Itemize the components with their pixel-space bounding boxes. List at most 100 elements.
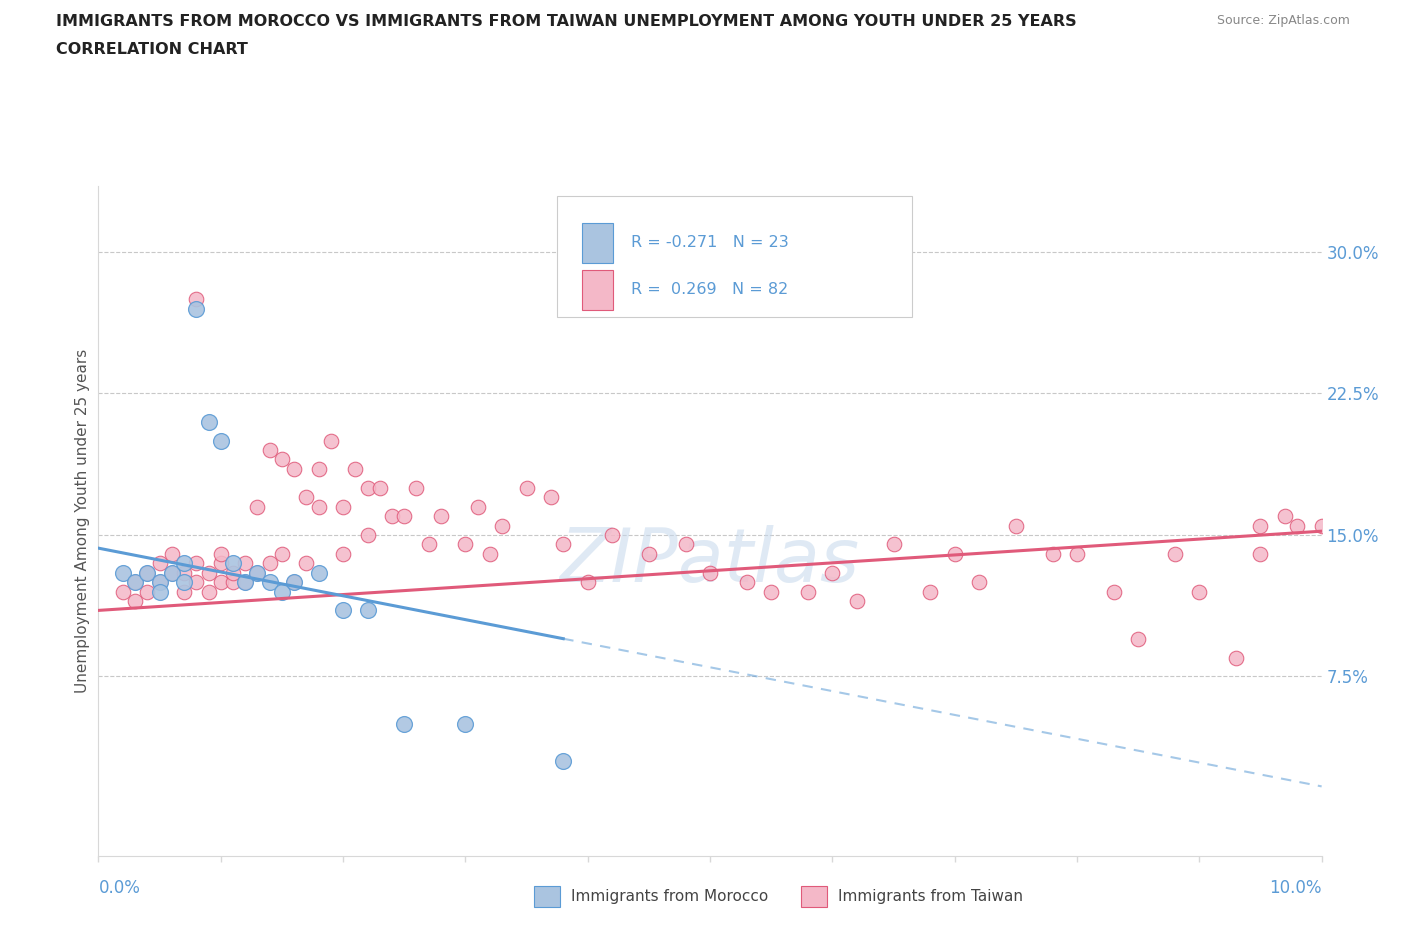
Point <box>1066 546 1088 561</box>
Point <box>160 546 183 561</box>
Point <box>186 292 208 307</box>
FancyBboxPatch shape <box>582 223 613 263</box>
Point <box>392 509 416 524</box>
Point <box>858 292 880 307</box>
Point <box>356 481 378 496</box>
Point <box>478 546 501 561</box>
Point <box>149 575 172 590</box>
Point <box>124 575 146 590</box>
Text: R = -0.271   N = 23: R = -0.271 N = 23 <box>630 235 789 250</box>
Point <box>883 537 905 551</box>
Point <box>283 461 305 476</box>
Text: IMMIGRANTS FROM MOROCCO VS IMMIGRANTS FROM TAIWAN UNEMPLOYMENT AMONG YOUTH UNDER: IMMIGRANTS FROM MOROCCO VS IMMIGRANTS FR… <box>56 14 1077 29</box>
Point <box>259 443 281 458</box>
Point <box>308 499 330 514</box>
Point <box>675 537 697 551</box>
Point <box>381 509 404 524</box>
Point <box>845 593 868 608</box>
Text: CORRELATION CHART: CORRELATION CHART <box>56 42 247 57</box>
Point <box>319 433 342 448</box>
Point <box>246 499 269 514</box>
Point <box>454 716 477 731</box>
Text: R =  0.269   N = 82: R = 0.269 N = 82 <box>630 283 787 298</box>
Point <box>332 603 354 618</box>
Point <box>233 575 256 590</box>
Point <box>197 415 219 430</box>
Point <box>1310 518 1333 533</box>
Point <box>124 593 146 608</box>
Point <box>186 556 208 571</box>
Point <box>186 575 208 590</box>
Point <box>637 546 661 561</box>
Point <box>149 556 172 571</box>
Point <box>136 584 159 599</box>
Point <box>356 527 378 542</box>
Point <box>430 509 453 524</box>
Point <box>759 584 782 599</box>
Point <box>553 537 575 551</box>
Point <box>295 490 318 505</box>
Point <box>576 575 599 590</box>
Point <box>136 565 159 580</box>
Y-axis label: Unemployment Among Youth under 25 years: Unemployment Among Youth under 25 years <box>75 349 90 693</box>
Point <box>295 556 318 571</box>
Point <box>173 565 195 580</box>
Point <box>467 499 489 514</box>
Text: Source: ZipAtlas.com: Source: ZipAtlas.com <box>1216 14 1350 27</box>
Text: Immigrants from Morocco: Immigrants from Morocco <box>571 889 768 904</box>
Text: 10.0%: 10.0% <box>1270 879 1322 897</box>
Point <box>197 565 219 580</box>
Point <box>920 584 942 599</box>
Point <box>209 433 232 448</box>
Point <box>173 556 195 571</box>
Point <box>259 556 281 571</box>
Point <box>160 565 183 580</box>
Point <box>283 575 305 590</box>
Point <box>344 461 367 476</box>
Point <box>308 461 330 476</box>
Point <box>1249 518 1271 533</box>
Point <box>356 603 378 618</box>
Point <box>967 575 990 590</box>
Point <box>149 584 172 599</box>
Point <box>540 490 562 505</box>
Point <box>186 301 208 316</box>
Point <box>405 481 427 496</box>
Text: Immigrants from Taiwan: Immigrants from Taiwan <box>838 889 1024 904</box>
Point <box>1188 584 1211 599</box>
Point <box>1164 546 1187 561</box>
Point <box>173 575 195 590</box>
Point <box>283 575 305 590</box>
Point <box>1225 650 1247 665</box>
Point <box>222 565 245 580</box>
Point <box>516 481 538 496</box>
Point <box>173 584 195 599</box>
Point <box>332 546 354 561</box>
Point <box>246 565 269 580</box>
Point <box>418 537 440 551</box>
Text: ZIPatlas: ZIPatlas <box>560 525 860 597</box>
Point <box>160 565 183 580</box>
Point <box>222 575 245 590</box>
Point <box>209 575 232 590</box>
Point <box>197 584 219 599</box>
Point <box>209 546 232 561</box>
Point <box>259 575 281 590</box>
Point <box>1286 518 1309 533</box>
Point <box>332 499 354 514</box>
FancyBboxPatch shape <box>582 270 613 310</box>
Point <box>1128 631 1150 646</box>
Point <box>270 546 292 561</box>
Point <box>209 556 232 571</box>
Point <box>491 518 513 533</box>
Point <box>270 584 292 599</box>
Point <box>233 556 256 571</box>
FancyBboxPatch shape <box>557 196 912 316</box>
Point <box>392 716 416 731</box>
Point <box>233 575 256 590</box>
Point <box>821 565 844 580</box>
Point <box>1274 509 1296 524</box>
Point <box>149 575 172 590</box>
Point <box>553 754 575 769</box>
Point <box>1004 518 1026 533</box>
